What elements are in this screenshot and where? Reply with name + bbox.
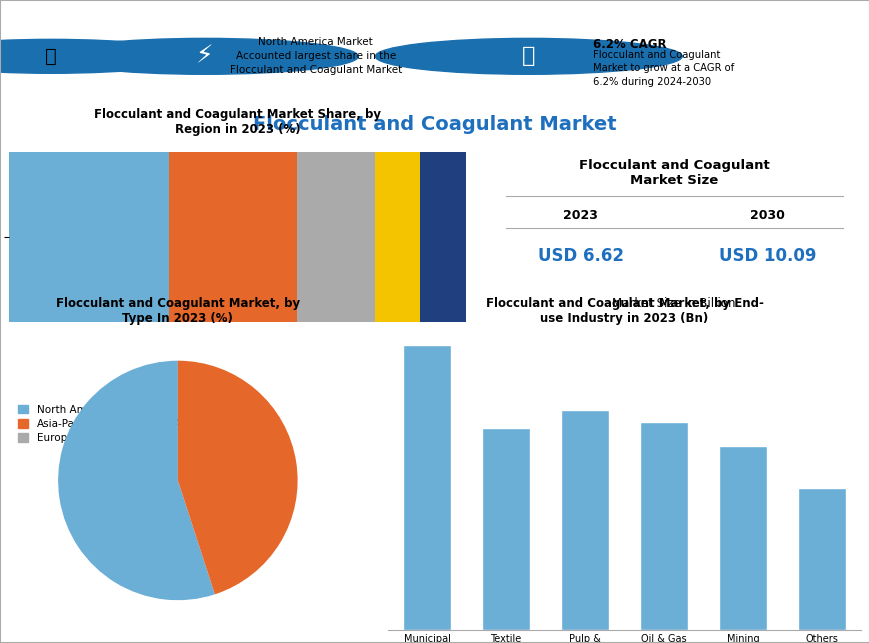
Bar bbox=[561, 410, 608, 630]
Bar bbox=[403, 345, 450, 630]
Text: Flocculant and Coagulant
Market Size: Flocculant and Coagulant Market Size bbox=[578, 159, 769, 186]
Wedge shape bbox=[58, 361, 215, 600]
Bar bbox=[481, 428, 529, 630]
Legend: North America, Asia-Pacific, Europe, Middle East and Africa, South America: North America, Asia-Pacific, Europe, Mid… bbox=[14, 401, 260, 447]
Legend: Flocculant, Coagulant: Flocculant, Coagulant bbox=[401, 459, 486, 502]
Circle shape bbox=[375, 39, 681, 75]
Text: MMR: MMR bbox=[111, 47, 164, 66]
Bar bbox=[296, 152, 375, 322]
Bar bbox=[9, 152, 169, 322]
Text: USD 6.62: USD 6.62 bbox=[537, 246, 623, 264]
Bar bbox=[169, 152, 296, 322]
Bar bbox=[797, 487, 845, 630]
Text: 🔥: 🔥 bbox=[521, 46, 534, 66]
Text: Flocculant and Coagulant
Market to grow at a CAGR of
6.2% during 2024-2030: Flocculant and Coagulant Market to grow … bbox=[592, 50, 733, 87]
Circle shape bbox=[51, 39, 358, 75]
Text: Market Size in Billion: Market Size in Billion bbox=[612, 297, 735, 310]
Text: 2030: 2030 bbox=[749, 209, 784, 222]
Bar bbox=[719, 446, 766, 630]
Text: 2023: 2023 bbox=[562, 209, 597, 222]
Circle shape bbox=[0, 39, 196, 73]
Title: Flocculant and Coagulant Market, by
Type In 2023 (%): Flocculant and Coagulant Market, by Type… bbox=[56, 298, 300, 325]
Title: Flocculant and Coagulant Market, by End-
use Industry in 2023 (Bn): Flocculant and Coagulant Market, by End-… bbox=[485, 298, 762, 325]
Bar bbox=[640, 422, 687, 630]
Text: Flocculant and Coagulant Market: Flocculant and Coagulant Market bbox=[253, 116, 616, 134]
Text: USD 10.09: USD 10.09 bbox=[718, 246, 815, 264]
Title: Flocculant and Coagulant Market Share, by
Region in 2023 (%): Flocculant and Coagulant Market Share, b… bbox=[94, 107, 381, 136]
Bar bbox=[375, 152, 420, 322]
Text: 🌐: 🌐 bbox=[45, 47, 57, 66]
Text: 6.2% CAGR: 6.2% CAGR bbox=[592, 38, 666, 51]
Wedge shape bbox=[177, 361, 297, 594]
Text: North America Market
Accounted largest share in the
Flocculant and Coagulant Mar: North America Market Accounted largest s… bbox=[229, 37, 401, 75]
Text: ⚡: ⚡ bbox=[196, 44, 213, 68]
Bar bbox=[420, 152, 466, 322]
